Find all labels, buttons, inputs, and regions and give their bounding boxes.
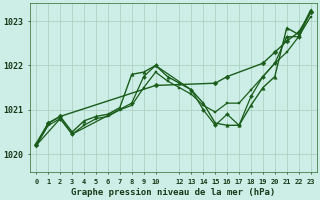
X-axis label: Graphe pression niveau de la mer (hPa): Graphe pression niveau de la mer (hPa) bbox=[71, 188, 276, 197]
